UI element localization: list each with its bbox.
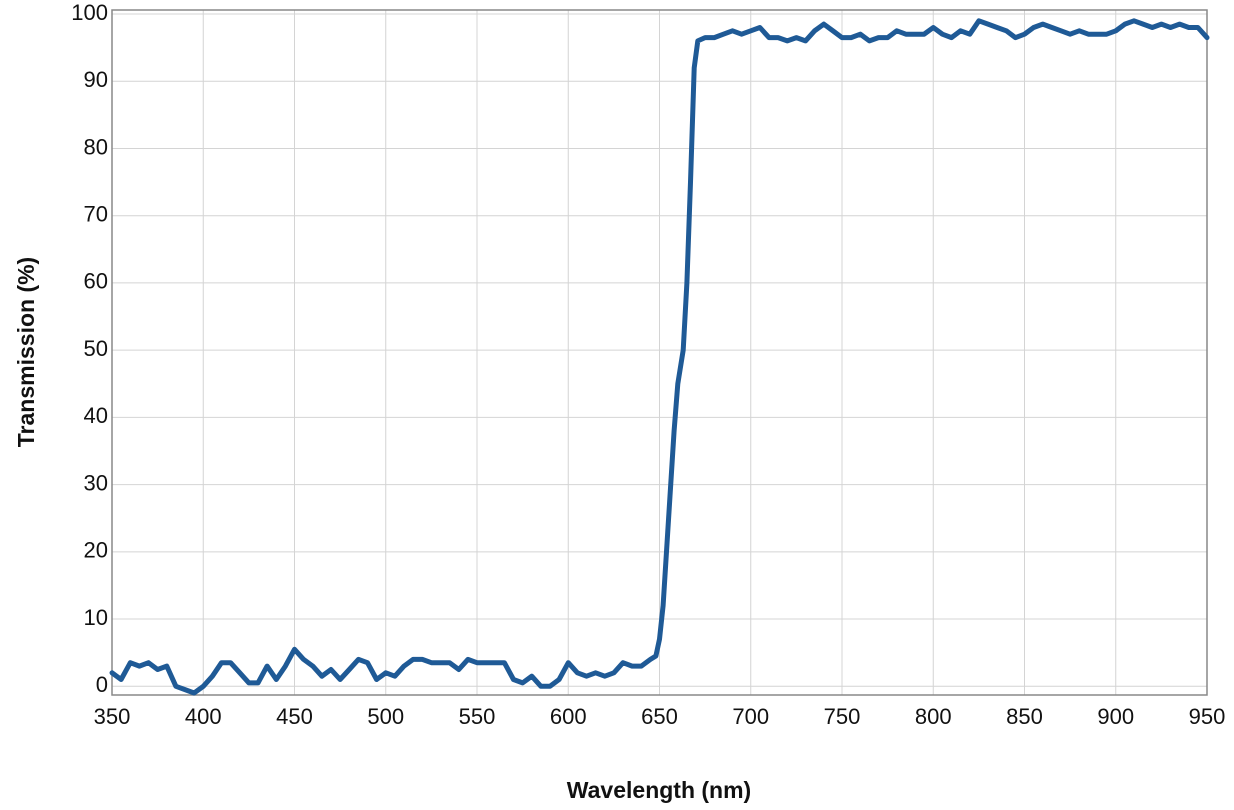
y-tick-label: 30 [84,470,108,495]
y-axis-title: Transmission (%) [13,257,39,447]
y-tick-label: 10 [84,605,108,630]
y-tick-label: 100 [71,0,108,25]
y-tick-label: 0 [96,672,108,697]
x-tick-label: 750 [824,704,861,729]
x-tick-label: 650 [641,704,678,729]
x-tick-label: 350 [94,704,131,729]
x-tick-label: 550 [459,704,496,729]
x-tick-label: 450 [276,704,313,729]
y-tick-label: 40 [84,403,108,428]
x-tick-label: 950 [1189,704,1226,729]
y-tick-label: 80 [84,134,108,159]
x-tick-label: 700 [732,704,769,729]
x-tick-label: 600 [550,704,587,729]
data-line [109,18,1210,696]
x-tick-label: 400 [185,704,222,729]
y-tick-label: 50 [84,336,108,361]
x-tick-label: 800 [915,704,952,729]
x-axis-title: Wavelength (nm) [567,777,751,803]
x-tick-label: 500 [367,704,404,729]
x-tick-label: 900 [1097,704,1134,729]
x-tick-label: 850 [1006,704,1043,729]
y-tick-label: 60 [84,269,108,294]
y-tick-label: 90 [84,67,108,92]
y-tick-label: 70 [84,202,108,227]
plot-border [111,9,1208,696]
y-tick-label: 20 [84,538,108,563]
